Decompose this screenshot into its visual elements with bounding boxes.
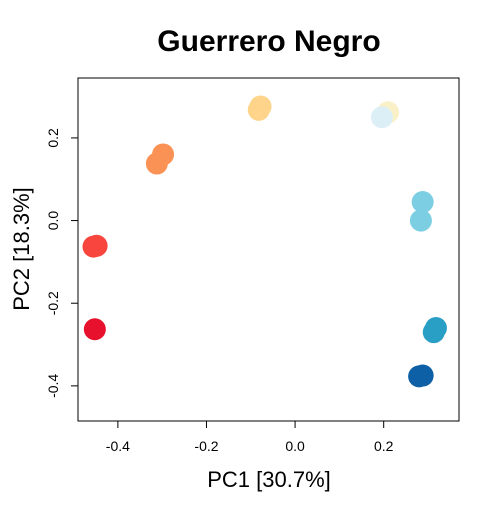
y-tick-label: -0.2	[45, 291, 61, 315]
y-axis: -0.4 -0.2 0.0 0.2	[45, 128, 78, 398]
data-point-3	[85, 234, 108, 257]
x-tick-label: -0.4	[106, 438, 130, 454]
x-tick-label: 0.2	[374, 438, 394, 454]
x-tick-label: 0.0	[285, 438, 305, 454]
y-axis-label: PC2 [18.3%]	[9, 187, 34, 311]
y-tick-label: -0.4	[45, 374, 61, 398]
x-axis-label: PC1 [30.7%]	[207, 467, 331, 492]
data-point-9	[370, 106, 393, 129]
data-point-5	[152, 143, 175, 166]
y-tick-label: 0.2	[45, 128, 61, 148]
chart-title: Guerrero Negro	[157, 25, 380, 58]
data-point-1	[83, 318, 106, 341]
data-point-13	[422, 321, 445, 344]
y-tick-label: 0.0	[45, 211, 61, 231]
x-tick-label: -0.2	[194, 438, 218, 454]
x-axis: -0.4 -0.2 0.0 0.2	[106, 421, 394, 454]
data-point-7	[249, 95, 272, 118]
data-point-15	[408, 365, 431, 388]
data-point-10	[411, 190, 434, 213]
points-layer	[82, 95, 447, 388]
plot-frame	[77, 77, 460, 422]
data-point-11	[409, 209, 432, 232]
